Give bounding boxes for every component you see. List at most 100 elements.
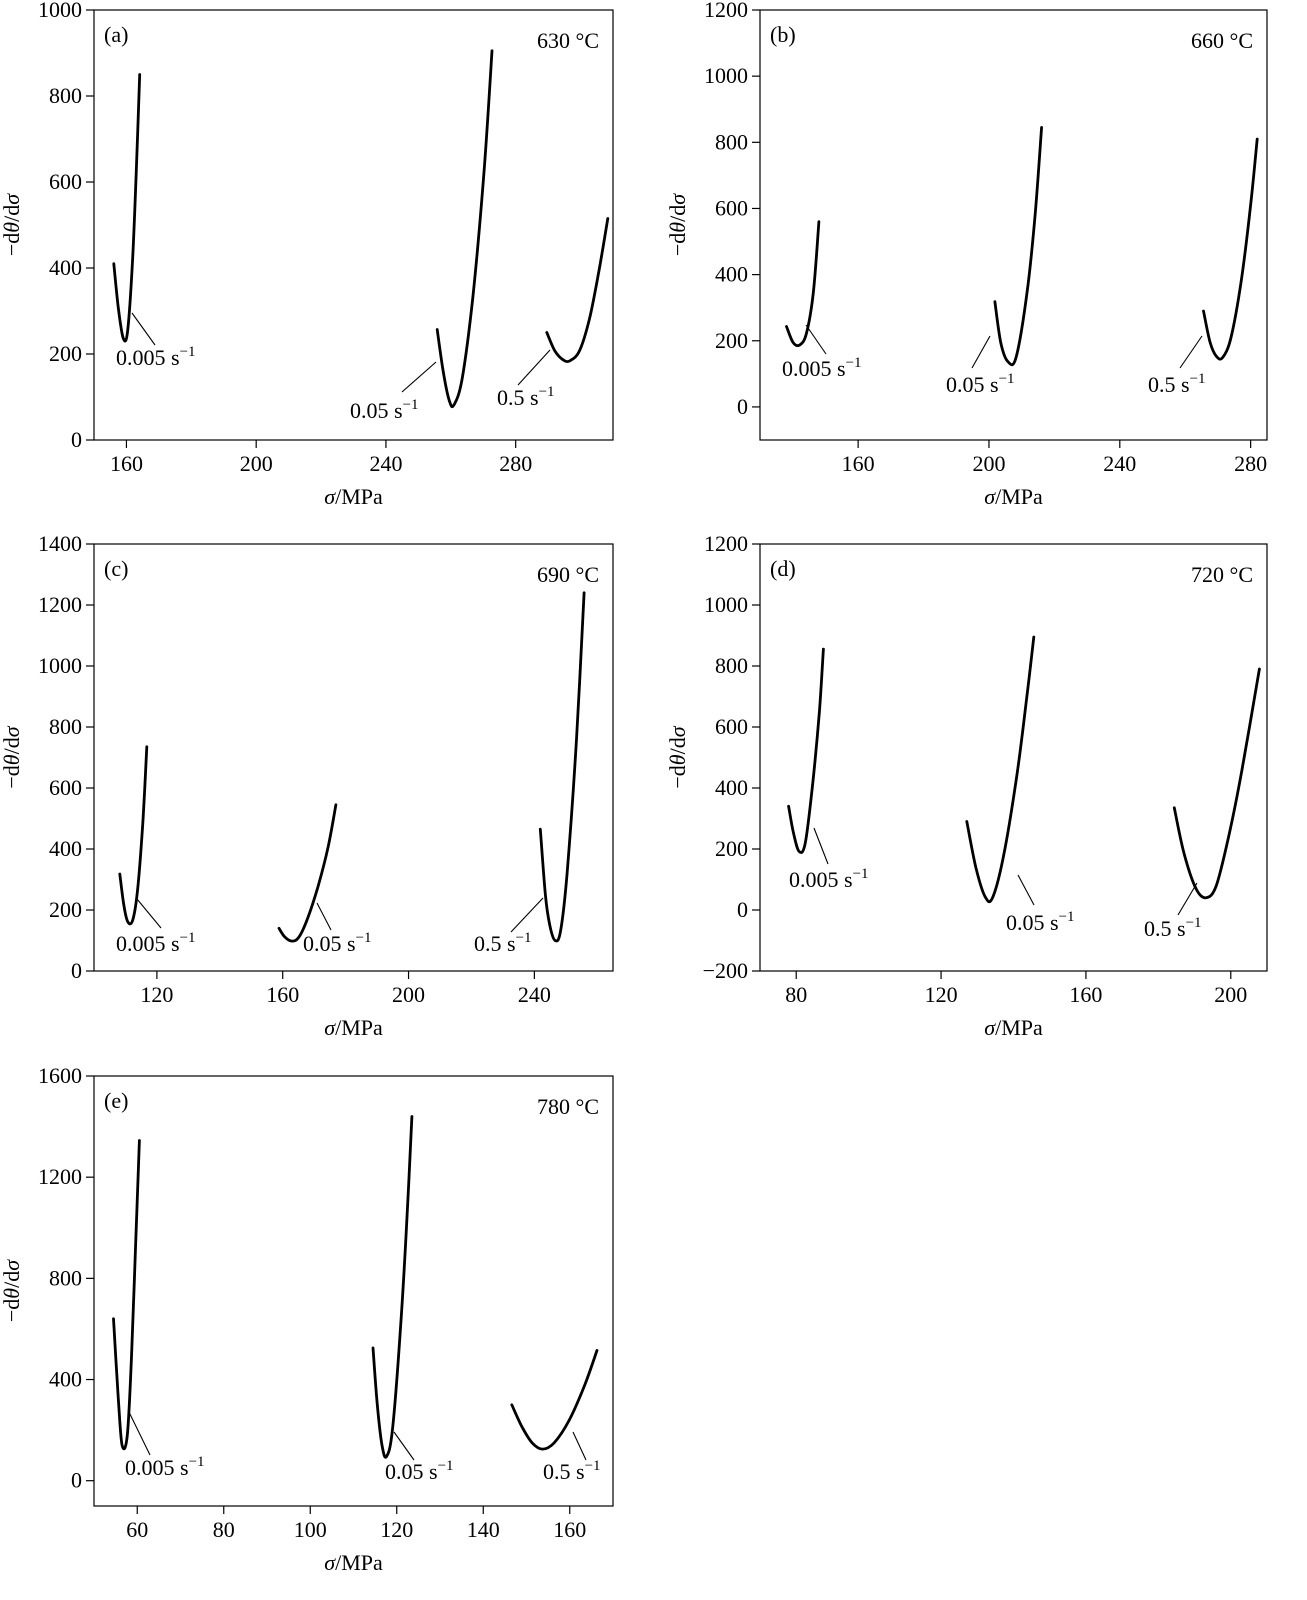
plot-frame bbox=[759, 9, 1268, 441]
y-tick-label: 1400 bbox=[38, 531, 82, 556]
y-tick-label: 1200 bbox=[704, 0, 748, 22]
x-tick-label: 160 bbox=[266, 982, 299, 1007]
y-tick-label: −200 bbox=[703, 958, 748, 983]
series-label: 0.5 s−1 bbox=[1148, 371, 1206, 397]
chart-panel: 160 200 240 280 0 200 400 600 800 1000 1200 (b) 660 … bbox=[665, 0, 1268, 509]
temperature-annotation: 720 °C bbox=[1191, 562, 1253, 587]
label-leader-line bbox=[572, 1431, 587, 1461]
label-leader-line bbox=[1179, 335, 1203, 369]
series-label: 0.005 s−1 bbox=[116, 344, 196, 370]
y-axis-label: −dθ/dσ bbox=[0, 725, 24, 788]
series-line bbox=[1202, 137, 1259, 361]
series-label: 0.05 s−1 bbox=[350, 397, 419, 423]
x-tick-label: 200 bbox=[1214, 982, 1247, 1007]
x-tick-label: 160 bbox=[553, 1517, 586, 1542]
x-tick-label: 280 bbox=[1234, 451, 1267, 476]
y-axis-label: −dθ/dσ bbox=[0, 193, 24, 256]
y-tick-label: 0 bbox=[71, 958, 82, 983]
x-tick-label: 240 bbox=[518, 982, 551, 1007]
series-label: 0.05 s−1 bbox=[303, 930, 372, 956]
x-tick-label: 80 bbox=[213, 1517, 235, 1542]
series-line bbox=[112, 1139, 141, 1451]
y-tick-label: 200 bbox=[49, 341, 82, 366]
y-tick-label: 400 bbox=[49, 1367, 82, 1392]
y-tick-label: 200 bbox=[49, 897, 82, 922]
y-tick-label: 0 bbox=[71, 427, 82, 452]
label-leader-line bbox=[316, 902, 332, 931]
chart-panel: 80 120 160 200 −200 0 200 400 600 800 1000 1200 (d) 7… bbox=[665, 531, 1268, 1040]
y-tick-label: 800 bbox=[49, 714, 82, 739]
y-tick-label: 800 bbox=[715, 653, 748, 678]
plot-frame bbox=[93, 543, 614, 972]
series-label: 0.5 s−1 bbox=[1144, 915, 1202, 941]
x-tick-label: 160 bbox=[110, 451, 143, 476]
label-leader-line bbox=[131, 312, 156, 346]
y-tick-label: 400 bbox=[49, 255, 82, 280]
y-tick-label: 0 bbox=[737, 897, 748, 922]
y-tick-label: 600 bbox=[715, 714, 748, 739]
label-leader-line bbox=[805, 324, 827, 355]
series-line bbox=[993, 126, 1043, 367]
x-tick-label: 120 bbox=[140, 982, 173, 1007]
series-label: 0.05 s−1 bbox=[385, 1458, 454, 1484]
y-tick-label: 600 bbox=[49, 775, 82, 800]
x-tick-label: 280 bbox=[499, 451, 532, 476]
panel-label: (a) bbox=[104, 22, 128, 47]
series-line bbox=[371, 1115, 414, 1459]
series-line bbox=[510, 1349, 599, 1451]
series-label: 0.5 s−1 bbox=[474, 930, 532, 956]
series-label: 0.5 s−1 bbox=[543, 1458, 601, 1484]
y-tick-label: 600 bbox=[715, 195, 748, 220]
y-tick-label: 800 bbox=[49, 1265, 82, 1290]
series-line bbox=[1172, 667, 1261, 900]
x-tick-label: 160 bbox=[1069, 982, 1102, 1007]
panel-label: (e) bbox=[104, 1088, 128, 1113]
y-tick-label: 400 bbox=[715, 775, 748, 800]
y-tick-label: 1000 bbox=[38, 653, 82, 678]
y-tick-label: 1000 bbox=[38, 0, 82, 22]
label-leader-line bbox=[517, 349, 551, 386]
y-tick-label: 1200 bbox=[38, 592, 82, 617]
x-axis-label: σ/MPa bbox=[324, 1550, 383, 1575]
x-tick-label: 200 bbox=[972, 451, 1005, 476]
chart-panel: 160 200 240 280 0 200 400 600 800 1000 (a) 630 °C σ/… bbox=[0, 0, 614, 509]
label-leader-line bbox=[1017, 874, 1035, 906]
label-leader-line bbox=[971, 335, 991, 369]
y-axis-label: −dθ/dσ bbox=[0, 1259, 24, 1322]
temperature-annotation: 630 °C bbox=[537, 28, 599, 53]
x-tick-label: 240 bbox=[369, 451, 402, 476]
panel-label: (d) bbox=[770, 556, 796, 581]
y-tick-label: 800 bbox=[49, 83, 82, 108]
y-tick-label: 800 bbox=[715, 129, 748, 154]
x-tick-label: 160 bbox=[842, 451, 875, 476]
x-tick-label: 140 bbox=[467, 1517, 500, 1542]
x-tick-label: 200 bbox=[240, 451, 273, 476]
temperature-annotation: 660 °C bbox=[1191, 28, 1253, 53]
y-axis-label: −dθ/dσ bbox=[665, 725, 690, 788]
x-tick-label: 120 bbox=[380, 1517, 413, 1542]
series-line bbox=[435, 49, 494, 409]
temperature-annotation: 780 °C bbox=[537, 1094, 599, 1119]
x-tick-label: 240 bbox=[1103, 451, 1136, 476]
label-leader-line bbox=[136, 898, 162, 929]
series-line bbox=[112, 73, 142, 343]
series-line bbox=[277, 803, 338, 943]
temperature-annotation: 690 °C bbox=[537, 562, 599, 587]
x-tick-label: 120 bbox=[925, 982, 958, 1007]
label-leader-line bbox=[1177, 882, 1198, 916]
series-label: 0.05 s−1 bbox=[946, 371, 1015, 397]
series-line bbox=[965, 635, 1036, 904]
x-axis-label: σ/MPa bbox=[984, 484, 1043, 509]
y-tick-label: 400 bbox=[49, 836, 82, 861]
label-leader-line bbox=[813, 827, 829, 865]
x-tick-label: 200 bbox=[392, 982, 425, 1007]
chart-panel: 120 160 200 240 0 200 400 600 800 1000 1200 1400 (c)… bbox=[0, 531, 614, 1040]
y-tick-label: 1200 bbox=[38, 1164, 82, 1189]
x-tick-label: 60 bbox=[126, 1517, 148, 1542]
y-tick-label: 0 bbox=[71, 1468, 82, 1493]
y-tick-label: 1000 bbox=[704, 592, 748, 617]
y-tick-label: 1600 bbox=[38, 1063, 82, 1088]
series-line bbox=[545, 217, 610, 364]
